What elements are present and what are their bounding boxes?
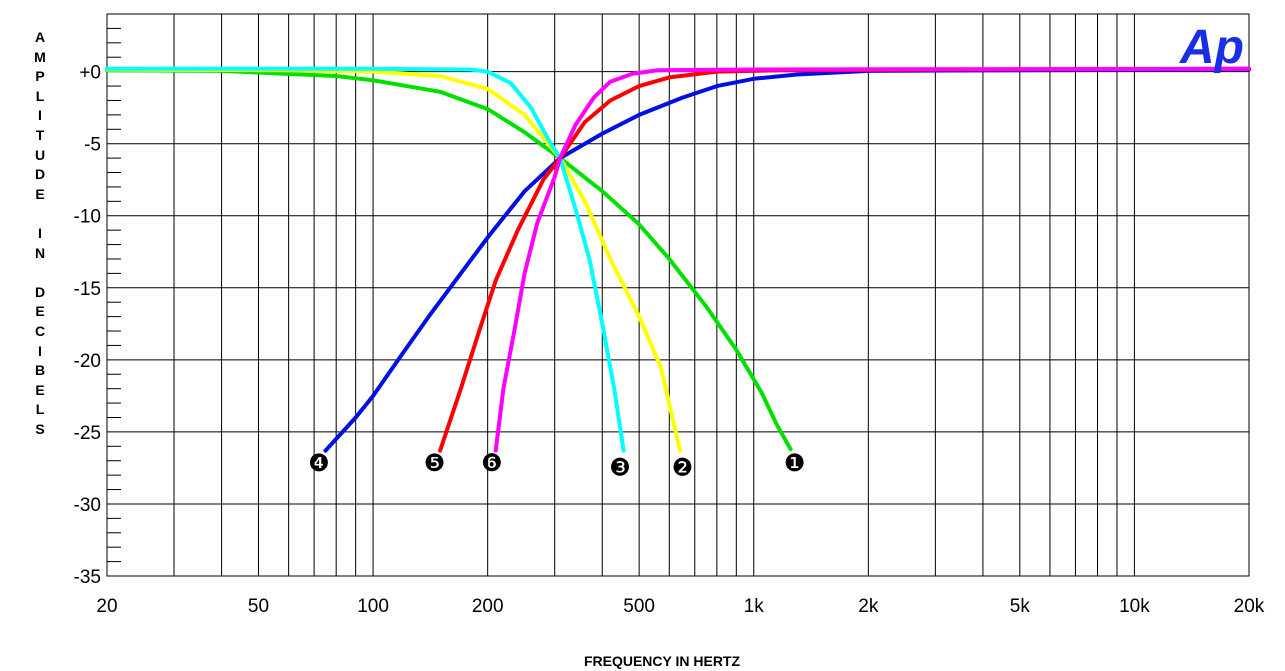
y-axis-label-char: L: [35, 401, 45, 418]
y-axis-label-char: I: [38, 224, 42, 241]
y-axis-label-char: E: [35, 185, 45, 202]
x-tick-label: 200: [472, 596, 504, 617]
y-axis-label-char: P: [35, 68, 45, 85]
y-axis-label-char: D: [34, 166, 46, 183]
y-axis-label-char: U: [34, 146, 46, 163]
x-tick-label: 100: [357, 596, 389, 617]
y-axis-label-char: N: [34, 244, 46, 261]
y-tick-label: -15: [74, 279, 101, 300]
series-line-1: [105, 68, 793, 452]
series-line-6: [493, 66, 1251, 453]
y-axis-label-char: B: [34, 362, 46, 379]
series-marker-6: ❻: [481, 449, 503, 477]
y-tick-label: -20: [74, 351, 101, 372]
y-axis-label-char: D: [34, 283, 46, 300]
y-axis-label-char: E: [35, 303, 45, 320]
series-line-4: [323, 67, 1251, 453]
y-tick-label: -10: [74, 207, 101, 228]
y-axis-label-char: L: [35, 87, 45, 104]
x-tick-label: 1k: [744, 596, 765, 617]
series-marker-2: ❷: [672, 453, 694, 481]
y-axis-label-char: I: [38, 342, 42, 359]
y-axis-label-char: A: [34, 29, 46, 45]
y-axis-label-char: E: [35, 381, 45, 398]
y-axis-label-char: C: [34, 322, 46, 339]
x-tick-label: 50: [248, 596, 269, 617]
y-tick-label: -25: [74, 423, 101, 444]
series-marker-5: ❺: [424, 449, 446, 477]
x-tick-label: 20k: [1234, 596, 1265, 617]
y-axis-label-char: I: [38, 107, 42, 124]
grid: [106, 13, 1250, 577]
series-markers: ❶ ❷ ❸ ❹ ❺ ❻: [308, 449, 805, 481]
tick-labels: +0 -5 -10 -15 -20 -25 -30 -35 20 50 100 200 500 1k 2k 5…: [74, 63, 1265, 617]
y-axis-label-char: M: [34, 48, 46, 65]
series-marker-1: ❶: [784, 449, 806, 477]
series-line-2: [105, 67, 682, 453]
y-tick-label: -5: [84, 135, 101, 156]
y-axis-label-char: S: [35, 420, 45, 437]
series-marker-4: ❹: [308, 449, 330, 477]
plot-frame: [106, 13, 1250, 577]
y-tick-label: -30: [74, 495, 101, 516]
x-tick-label: 500: [623, 596, 655, 617]
x-tick-label: 5k: [1010, 596, 1031, 617]
series-marker-3: ❸: [609, 453, 631, 481]
y-tick-label: +0: [79, 63, 101, 84]
x-tick-label: 20: [96, 596, 117, 617]
series-line-3: [105, 66, 626, 453]
series-layer: [105, 66, 1251, 453]
y-axis-label-char: T: [35, 126, 45, 143]
x-tick-label: 10k: [1119, 596, 1150, 617]
y-tick-label: -35: [74, 567, 101, 588]
x-tick-label: 2k: [858, 596, 879, 617]
ap-logo: Ap: [1179, 21, 1244, 74]
series-line-5: [438, 66, 1251, 453]
x-axis-label: FREQUENCY IN HERTZ: [584, 653, 741, 669]
